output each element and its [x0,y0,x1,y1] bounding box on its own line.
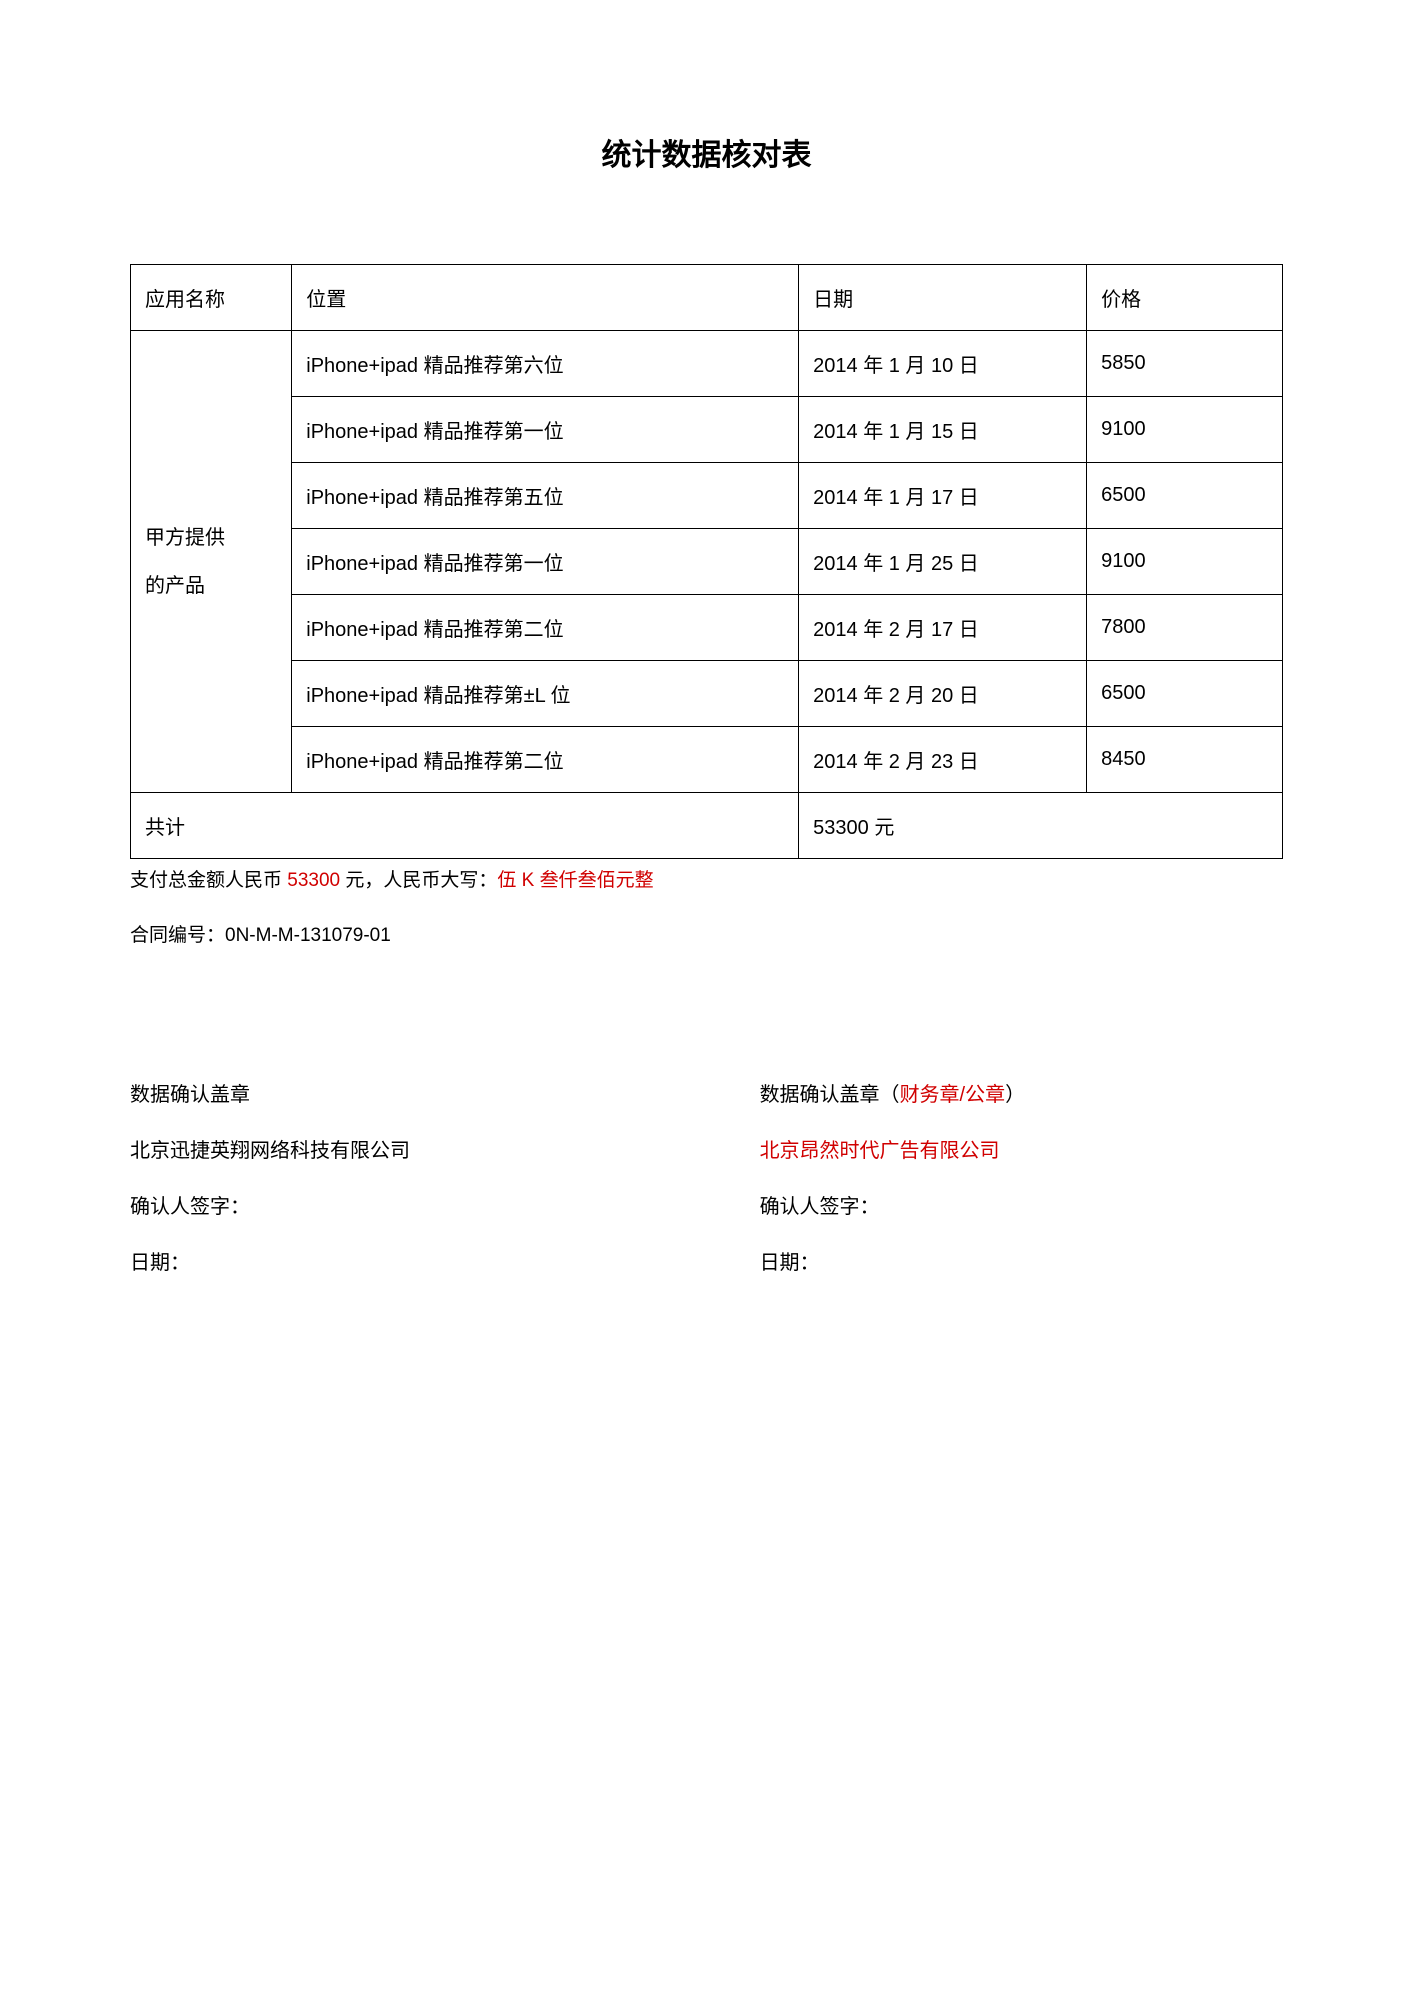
header-price: 价格 [1087,265,1283,331]
data-verification-table: 应用名称 位置 日期 价格 甲方提供 的产品 iPhone+ipad 精品推荐第… [130,264,1283,859]
app-label-line1: 甲方提供 [145,514,277,562]
cell-price: 9100 [1087,397,1283,463]
cell-date: 2014 年 2 月 17 日 [799,595,1087,661]
contract-number: 0N-M-M-131079-01 [225,925,391,946]
cell-date: 2014 年 2 月 23 日 [799,727,1087,793]
payment-cn-amount: 伍 K 叁仟叁佰元整 [497,870,653,891]
cell-date: 2014 年 1 月 25 日 [799,529,1087,595]
page-title: 统计数据核对表 [130,130,1283,174]
cell-date: 2014 年 1 月 17 日 [799,463,1087,529]
header-position: 位置 [292,265,799,331]
right-company: 北京昂然时代广告有限公司 [760,1123,1283,1179]
signature-area: 数据确认盖章 北京迅捷英翔网络科技有限公司 确认人签字： 日期： 数据确认盖章（… [130,1067,1283,1291]
cell-price: 6500 [1087,463,1283,529]
cell-position: iPhone+ipad 精品推荐第一位 [292,397,799,463]
table-row: iPhone+ipad 精品推荐第一位 2014 年 1 月 25 日 9100 [131,529,1283,595]
cell-price: 6500 [1087,661,1283,727]
table-row: 甲方提供 的产品 iPhone+ipad 精品推荐第六位 2014 年 1 月 … [131,331,1283,397]
right-stamp-prefix: 数据确认盖章（ [760,1084,900,1106]
cell-position: iPhone+ipad 精品推荐第五位 [292,463,799,529]
table-row: iPhone+ipad 精品推荐第一位 2014 年 1 月 15 日 9100 [131,397,1283,463]
cell-date: 2014 年 2 月 20 日 [799,661,1087,727]
header-date: 日期 [799,265,1087,331]
cell-price: 5850 [1087,331,1283,397]
below-table-block: 支付总金额人民币 53300 元，人民币大写：伍 K 叁仟叁佰元整 合同编号：0… [130,865,1283,947]
cell-price: 7800 [1087,595,1283,661]
cell-price: 8450 [1087,727,1283,793]
contract-label: 合同编号： [130,925,225,946]
table-total-row: 共计 53300 元 [131,793,1283,859]
app-label-line2: 的产品 [145,562,277,610]
cell-position: iPhone+ipad 精品推荐第±L 位 [292,661,799,727]
signature-left-column: 数据确认盖章 北京迅捷英翔网络科技有限公司 确认人签字： 日期： [130,1067,683,1291]
header-app-name: 应用名称 [131,265,292,331]
payment-prefix: 支付总金额人民币 [130,870,287,891]
payment-mid: 元，人民币大写： [340,870,497,891]
cell-position: iPhone+ipad 精品推荐第二位 [292,595,799,661]
left-company: 北京迅捷英翔网络科技有限公司 [130,1123,683,1179]
left-stamp-label: 数据确认盖章 [130,1067,683,1123]
table-header-row: 应用名称 位置 日期 价格 [131,265,1283,331]
payment-line: 支付总金额人民币 53300 元，人民币大写：伍 K 叁仟叁佰元整 [130,865,1283,892]
cell-position: iPhone+ipad 精品推荐第二位 [292,727,799,793]
page: 统计数据核对表 应用名称 位置 日期 价格 甲方提供 的产品 iPhone+ip… [0,0,1413,1998]
left-date-label: 日期： [130,1235,683,1291]
table-row: iPhone+ipad 精品推荐第二位 2014 年 2 月 23 日 8450 [131,727,1283,793]
payment-amount: 53300 [287,870,340,891]
signature-right-column: 数据确认盖章（财务章/公章） 北京昂然时代广告有限公司 确认人签字： 日期： [730,1067,1283,1291]
right-stamp-suffix: ） [1005,1084,1025,1106]
total-label: 共计 [131,793,799,859]
table-row: iPhone+ipad 精品推荐第二位 2014 年 2 月 17 日 7800 [131,595,1283,661]
left-signer-label: 确认人签字： [130,1179,683,1235]
cell-position: iPhone+ipad 精品推荐第六位 [292,331,799,397]
cell-date: 2014 年 1 月 10 日 [799,331,1087,397]
cell-price: 9100 [1087,529,1283,595]
cell-position: iPhone+ipad 精品推荐第一位 [292,529,799,595]
table-row: iPhone+ipad 精品推荐第五位 2014 年 1 月 17 日 6500 [131,463,1283,529]
right-signer-label: 确认人签字： [760,1179,1283,1235]
table-row: iPhone+ipad 精品推荐第±L 位 2014 年 2 月 20 日 65… [131,661,1283,727]
right-stamp-label: 数据确认盖章（财务章/公章） [760,1067,1283,1123]
total-value: 53300 元 [799,793,1283,859]
contract-line: 合同编号：0N-M-M-131079-01 [130,920,1283,947]
right-stamp-red: 财务章/公章 [900,1084,1006,1106]
cell-date: 2014 年 1 月 15 日 [799,397,1087,463]
right-date-label: 日期： [760,1235,1283,1291]
app-label-cell: 甲方提供 的产品 [131,331,292,793]
